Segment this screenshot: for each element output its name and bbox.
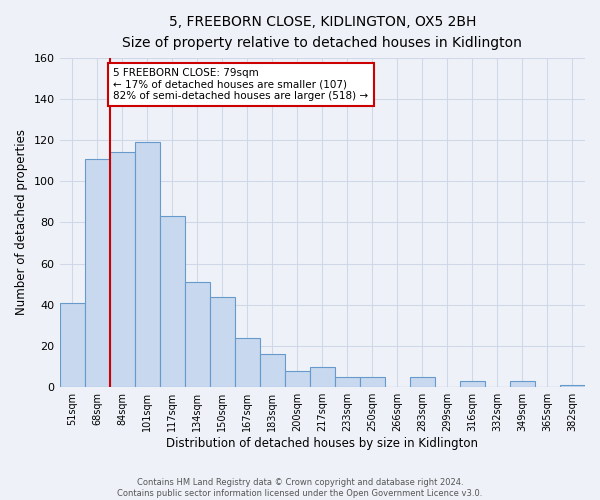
Text: Contains HM Land Registry data © Crown copyright and database right 2024.
Contai: Contains HM Land Registry data © Crown c…: [118, 478, 482, 498]
Bar: [185, 282, 209, 387]
Title: 5, FREEBORN CLOSE, KIDLINGTON, OX5 2BH
Size of property relative to detached hou: 5, FREEBORN CLOSE, KIDLINGTON, OX5 2BH S…: [122, 15, 522, 50]
Bar: [360, 377, 385, 387]
Bar: [335, 377, 360, 387]
Bar: [410, 377, 435, 387]
Bar: [460, 381, 485, 387]
Bar: [510, 381, 535, 387]
Bar: [260, 354, 285, 387]
Bar: [134, 142, 160, 387]
Bar: [59, 303, 85, 387]
Bar: [85, 158, 110, 387]
Text: 5 FREEBORN CLOSE: 79sqm
← 17% of detached houses are smaller (107)
82% of semi-d: 5 FREEBORN CLOSE: 79sqm ← 17% of detache…: [113, 68, 368, 101]
X-axis label: Distribution of detached houses by size in Kidlington: Distribution of detached houses by size …: [166, 437, 478, 450]
Bar: [160, 216, 185, 387]
Bar: [235, 338, 260, 387]
Y-axis label: Number of detached properties: Number of detached properties: [15, 130, 28, 316]
Bar: [560, 385, 585, 387]
Bar: [285, 370, 310, 387]
Bar: [110, 152, 134, 387]
Bar: [310, 366, 335, 387]
Bar: [209, 296, 235, 387]
